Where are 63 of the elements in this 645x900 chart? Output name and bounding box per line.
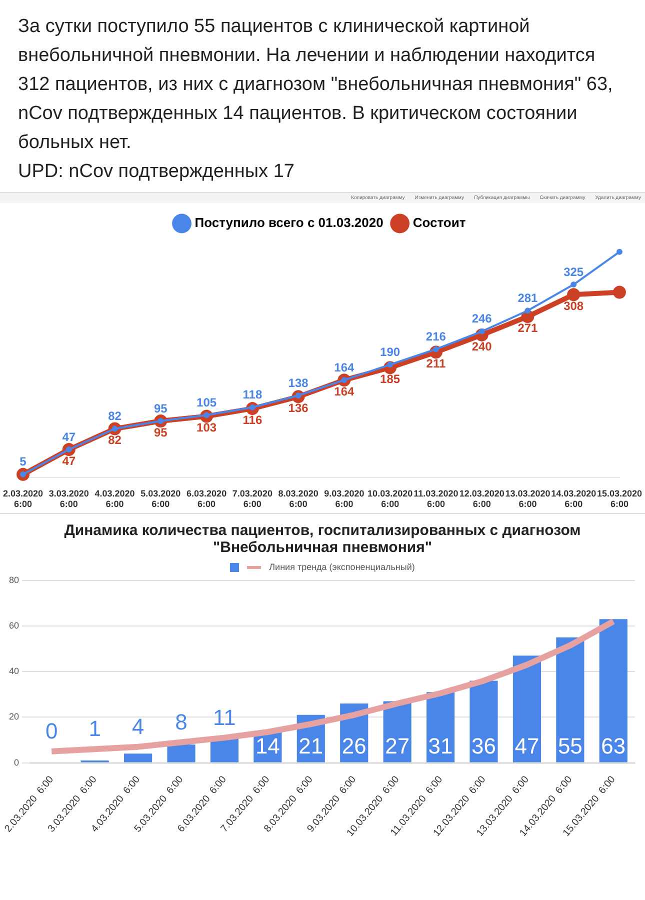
data-label: 47: [514, 733, 540, 758]
data-label: 27: [385, 733, 410, 758]
legend-label: Поступило всего с 01.03.2020: [194, 215, 384, 230]
x-tick-label: 7.03.2020 6:00: [232, 488, 272, 510]
data-label: 246: [472, 312, 492, 326]
data-label: 63: [601, 733, 626, 758]
x-tick-label: 2.03.2020 6:00: [2, 488, 44, 510]
y-tick-label: 20: [8, 712, 20, 722]
data-label: 26: [342, 733, 366, 758]
data-label: 31: [428, 733, 453, 758]
data-label: 95: [154, 425, 168, 440]
data-label: 14: [255, 733, 280, 758]
data-label: 216: [426, 330, 446, 344]
x-tick-label: 13.03.2020 6:00: [505, 488, 550, 510]
data-label: 271: [518, 320, 538, 335]
data-label: 185: [380, 372, 400, 386]
data-label: 281: [518, 290, 538, 305]
data-label: 118: [242, 388, 262, 402]
chart-title: Динамика количества пациентов, госпитализированных с диагнозом "Внебольничная пневмония": [63, 521, 582, 558]
legend-label: Линия тренда (экспоненциальный): [269, 562, 415, 572]
data-label: 308: [564, 298, 584, 313]
y-tick-label: 40: [8, 666, 20, 676]
data-label: 47: [62, 454, 76, 468]
data-label: 105: [196, 395, 217, 410]
y-tick-label: 60: [8, 620, 20, 630]
data-label: 95: [154, 401, 168, 416]
data-label: 5: [20, 454, 27, 469]
data-label: 136: [288, 400, 309, 415]
y-tick-label: 80: [8, 574, 20, 585]
data-label: 116: [242, 412, 262, 427]
data-label: 11: [213, 704, 236, 730]
chart-title: За сутки поступило 55 пациентов с клинической картиной внебольничной пневмонии. На лечении и наблюдении находится 312 пациентов, из них с диагнозом "внебольничная пневмония" 63, nCov подтвержденных 14 пациентов. В критическом состоянии больных нет. UPD: nCov подтвержденных 17: [17, 15, 614, 184]
data-label: 190: [380, 344, 400, 359]
data-label: 211: [426, 356, 446, 370]
x-tick-label: 8.03.2020 6:00: [278, 488, 318, 510]
data-label: 36: [472, 733, 496, 758]
data-label: 240: [472, 339, 492, 354]
data-label: 82: [108, 433, 122, 448]
data-label: 55: [558, 733, 582, 758]
data-label: 164: [334, 360, 355, 374]
x-tick-label: 10.03.2020 6:00: [368, 488, 413, 510]
x-tick-label: 9.03.2020 6:00: [324, 488, 364, 510]
data-label: 8: [175, 709, 188, 734]
data-label: 164: [334, 384, 355, 398]
data-label: 325: [564, 264, 584, 279]
data-label: 21: [298, 733, 324, 758]
x-tick-label: 3.03.2020 6:00: [48, 488, 89, 510]
x-tick-label: 4.03.2020 6:00: [94, 488, 135, 510]
x-tick-label: 6.03.2020 6:00: [186, 488, 227, 510]
x-tick-label: 12.03.2020 6:00: [459, 488, 504, 510]
data-label: 82: [108, 409, 122, 424]
data-label: 138: [288, 376, 309, 390]
data-label: 1: [88, 716, 101, 742]
y-tick-label: 0: [14, 757, 20, 768]
data-label: 103: [196, 420, 217, 435]
x-tick-label: 14.03.2020 6:00: [551, 488, 596, 510]
legend-label: Состоит: [412, 215, 466, 230]
data-label: 47: [62, 430, 76, 444]
data-label: 0: [45, 718, 58, 744]
data-label: 4: [132, 714, 144, 739]
x-tick-label: 11.03.2020 6:00: [414, 488, 458, 510]
x-tick-label: 15.03.2020 6:00: [596, 488, 642, 510]
x-tick-label: 5.03.2020 6:00: [140, 488, 181, 510]
